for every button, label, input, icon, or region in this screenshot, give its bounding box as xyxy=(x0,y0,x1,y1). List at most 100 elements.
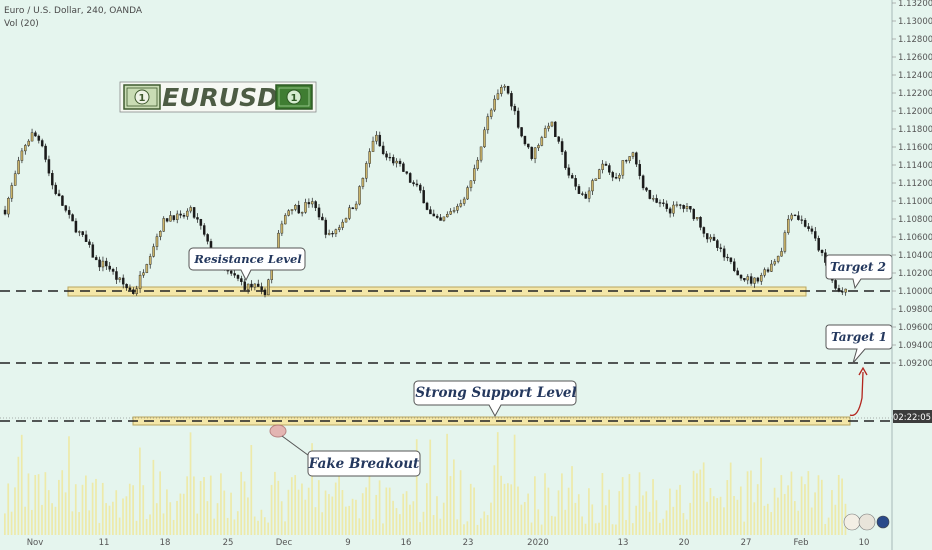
volume-bar xyxy=(480,518,482,535)
volume-bar xyxy=(692,470,695,535)
candle xyxy=(820,249,824,253)
volume-bar xyxy=(500,475,502,535)
candle xyxy=(638,164,641,176)
candle xyxy=(466,187,469,200)
candle xyxy=(253,283,257,288)
candle xyxy=(61,195,64,206)
volume-bar xyxy=(834,504,837,535)
price-axis[interactable]: 1.13200 1.13000 1.12800 1.12600 1.12400 1.122… xyxy=(892,0,932,369)
time-tick-label: 2020 xyxy=(527,538,549,548)
candle xyxy=(398,160,402,164)
candle xyxy=(608,165,611,173)
candle xyxy=(807,226,810,229)
volume-bar xyxy=(567,487,570,535)
volume-bar xyxy=(415,439,418,535)
volume-bar xyxy=(351,498,354,535)
candle xyxy=(722,248,726,258)
candle xyxy=(530,146,533,159)
candle xyxy=(692,208,695,220)
price-tick-label: 1.12200 xyxy=(898,89,932,99)
volume-bar xyxy=(189,432,192,535)
candle xyxy=(682,204,685,209)
volume-bar xyxy=(446,433,448,535)
candle xyxy=(614,177,618,179)
price-tick-label: 1.13000 xyxy=(898,17,932,27)
candle xyxy=(797,215,800,220)
candle xyxy=(179,213,182,216)
candle xyxy=(800,219,804,221)
volume-bar xyxy=(496,432,499,535)
volume-bar xyxy=(540,524,543,535)
candle xyxy=(358,186,361,205)
volume-bar xyxy=(635,505,637,535)
candle xyxy=(263,289,267,296)
candle xyxy=(402,163,405,172)
candle xyxy=(182,215,186,217)
candle xyxy=(594,178,598,181)
candle xyxy=(716,240,719,248)
candle xyxy=(527,143,530,148)
volume-bar xyxy=(638,472,641,535)
candle xyxy=(506,85,510,94)
volume-bar xyxy=(226,517,229,535)
volume-bar xyxy=(395,508,398,535)
svg-text:1: 1 xyxy=(291,93,298,104)
volume-bar xyxy=(459,470,462,535)
volume-bar xyxy=(804,484,806,535)
volume-bar xyxy=(375,494,378,535)
volume-bar xyxy=(517,486,519,535)
candle xyxy=(142,272,145,276)
volume-bar xyxy=(37,474,40,535)
volume-bar xyxy=(125,496,128,535)
candle xyxy=(783,232,787,252)
candle xyxy=(27,140,30,146)
volume-bar xyxy=(726,480,729,535)
volume-bar xyxy=(145,519,148,535)
candle xyxy=(543,128,547,138)
volume-bar xyxy=(669,488,671,535)
candle xyxy=(773,261,777,265)
candle xyxy=(604,163,608,166)
price-tick-label: 1.09200 xyxy=(898,359,932,369)
volume-bar xyxy=(85,475,87,535)
volume-bar xyxy=(20,434,23,535)
volume-bar xyxy=(284,521,286,535)
candle xyxy=(375,134,378,142)
volume-bar xyxy=(685,519,688,535)
volume-bar xyxy=(817,475,820,535)
volume-bars xyxy=(4,432,847,535)
candle xyxy=(841,291,844,293)
volume-bar xyxy=(149,514,151,535)
volume-bar xyxy=(581,516,583,535)
candle xyxy=(618,174,621,179)
candle xyxy=(51,173,54,186)
candle xyxy=(118,277,122,280)
volume-bar xyxy=(213,518,215,535)
candle xyxy=(395,160,398,164)
candle xyxy=(408,173,412,183)
candle xyxy=(233,273,236,276)
volume-bar xyxy=(797,510,800,535)
volume-bar xyxy=(216,503,219,535)
volume-bar xyxy=(658,522,661,535)
volume-bar xyxy=(665,510,668,535)
volume-bar xyxy=(800,476,803,535)
volume-bar xyxy=(439,518,442,535)
time-axis[interactable]: Nov 11 18 25 Dec 9 16 23 2020 13 20 27 Feb 10 xyxy=(27,538,870,548)
volume-bar xyxy=(621,477,624,535)
candle xyxy=(371,140,375,152)
candle xyxy=(648,190,652,199)
candle xyxy=(449,211,452,215)
candle xyxy=(679,204,682,206)
banknote-icon-right: 1 xyxy=(275,84,313,110)
price-tick-label: 1.12000 xyxy=(898,107,932,117)
volume-bar xyxy=(98,522,101,535)
volume-bar xyxy=(557,490,560,535)
volume-bar xyxy=(777,497,779,535)
volume-bar xyxy=(34,475,37,535)
candle xyxy=(91,244,95,258)
candle xyxy=(736,270,739,276)
volume-bar xyxy=(54,506,57,535)
candle xyxy=(324,219,328,235)
